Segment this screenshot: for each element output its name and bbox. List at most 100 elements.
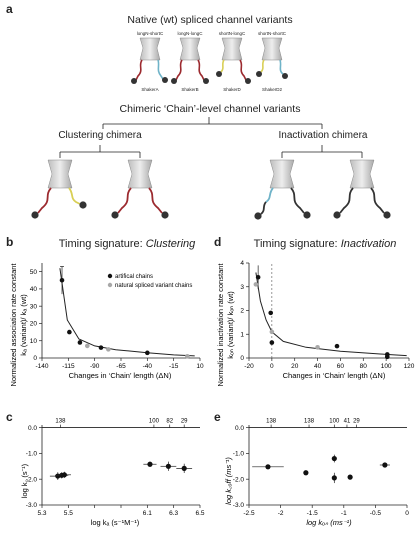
data-point [269, 329, 275, 335]
x-tick-label: -2.5 [243, 510, 255, 517]
top-tick-label: 138 [304, 419, 315, 425]
ball-icon [131, 78, 137, 84]
panel-b-title-prefix: Timing signature: [58, 238, 146, 250]
ball-icon [216, 71, 222, 77]
x-tick-label: 60 [337, 363, 345, 370]
x-tick-label: -2 [278, 510, 284, 517]
inactivation-chimera-2 [333, 159, 391, 219]
ball-icon [171, 78, 177, 84]
ball-icon [162, 77, 168, 83]
ball-icon [111, 211, 119, 219]
top-tick-label: 100 [149, 419, 160, 425]
variant-2-name: ShakerB [181, 87, 199, 92]
ball-icon [31, 211, 39, 219]
data-point [331, 455, 337, 462]
top-tick-label: 138 [266, 419, 277, 425]
x-tick-label: 6.5 [195, 510, 204, 517]
y-tick-label: 30 [30, 303, 38, 310]
ball-icon [203, 78, 209, 84]
data-point [268, 310, 274, 316]
variant-4-label: shortN-shortC [257, 31, 286, 36]
data-point [106, 347, 111, 352]
chart-c-ylabel: log k꜀ (s⁻¹) [20, 463, 29, 498]
y-tick-label: 2 [240, 308, 244, 315]
data-point [265, 464, 271, 470]
x-tick-label: -15 [169, 363, 179, 370]
x-tick-label: 6.1 [143, 510, 152, 517]
y-tick-label: 50 [30, 269, 38, 276]
y-tick-label: -3.0 [233, 502, 245, 509]
native-channel-4 [256, 37, 288, 79]
y-tick-label: 10 [30, 338, 38, 345]
chimeric-variants-title: Chimeric ‘Chain’-level channel variants [119, 103, 301, 115]
legend-marker [107, 282, 113, 288]
legend-marker [107, 273, 113, 279]
x-tick-label: -140 [35, 363, 48, 370]
x-tick-label: -40 [143, 363, 153, 370]
data-point [347, 474, 353, 480]
native-channel-3 [216, 37, 251, 84]
data-point [269, 340, 275, 345]
ball-icon [254, 212, 262, 220]
y-tick-label: 40 [30, 286, 38, 293]
chart-d-ylabel-2: kₒₙ (variant)/ kₒₙ (wt) [226, 291, 235, 359]
variant-1-name: ShakerA [141, 87, 159, 92]
panel-d-title: Timing signature: Inactivation [240, 238, 410, 250]
x-tick-label: -115 [62, 363, 75, 370]
data-point [185, 353, 190, 359]
data-point [382, 462, 388, 468]
data-point [303, 470, 309, 476]
x-tick-label: 6.3 [169, 510, 178, 517]
y-tick-label: 1 [240, 331, 244, 338]
x-tick-label: 80 [360, 363, 368, 370]
y-tick-label: 4 [240, 260, 244, 267]
x-tick-label: -1.5 [307, 510, 319, 517]
chart-e: log k꜀ₒff (ms⁻¹) log kₒₙ (ms⁻¹) -2.5 -2 -1… [224, 419, 409, 527]
data-point [315, 345, 320, 350]
data-point [145, 350, 150, 356]
ball-icon [161, 211, 169, 219]
data-point [59, 277, 65, 283]
x-tick-label: -1 [341, 510, 347, 517]
chart-d-ylabel-1: Normalized inactivation rate constant [216, 263, 225, 387]
top-tick-label: 29 [353, 419, 360, 425]
x-tick-label: -65 [116, 363, 126, 370]
top-tick-label: 82 [166, 419, 173, 425]
data-point [384, 354, 390, 360]
inactivation-chimera-title: Inactivation chimera [278, 130, 368, 141]
chart-b-ylabel-1: Normalized association rate constant [9, 263, 18, 387]
data-point [181, 465, 187, 471]
data-point [84, 343, 90, 349]
data-point [255, 274, 261, 280]
native-channel-2 [171, 37, 209, 84]
fit-curve [59, 268, 195, 357]
panel-b-title: Timing signature: Clustering [42, 238, 212, 250]
x-tick-label: -0.5 [370, 510, 382, 517]
x-tick-label: 120 [404, 363, 415, 370]
x-tick-label: 10 [196, 363, 204, 370]
x-tick-label: 0 [405, 510, 409, 517]
x-tick-label: 40 [314, 363, 322, 370]
panel-d-title-em: Inactivation [340, 238, 397, 250]
chart-b-ylabel-2: kₐ (variant)/ kₐ (wt) [19, 294, 28, 356]
y-tick-label: -2.0 [26, 476, 38, 483]
data-point [147, 461, 153, 467]
inactivation-chimera-1 [254, 159, 311, 220]
panel-letter-b: b [6, 235, 14, 249]
chart-d: Normalized inactivation rate constant kₒ… [216, 260, 415, 387]
chart-b: Normalized association rate constant kₐ … [9, 263, 204, 387]
clustering-chimera-2 [111, 159, 169, 219]
x-tick-label: 5.3 [37, 510, 46, 517]
y-tick-label: -3.0 [26, 502, 38, 509]
fit-curve [255, 272, 407, 357]
chart-b-xlabel: Changes in ‘Chain’ length (ΔN) [69, 371, 172, 380]
ball-icon [383, 211, 391, 219]
x-tick-label: 100 [381, 363, 392, 370]
y-tick-label: -2.0 [233, 476, 245, 483]
variant-2-label: longN-longC [177, 31, 203, 36]
native-variants-title: Native (wt) spliced channel variants [127, 14, 293, 26]
x-tick-label: -90 [90, 363, 100, 370]
chart-c: log k꜀ (s⁻¹) log kₐ (s⁻¹M⁻¹) 5.3 5.5 6.1 6.… [20, 419, 205, 527]
panel-letter-c: c [6, 410, 13, 424]
ball-icon [79, 201, 87, 209]
